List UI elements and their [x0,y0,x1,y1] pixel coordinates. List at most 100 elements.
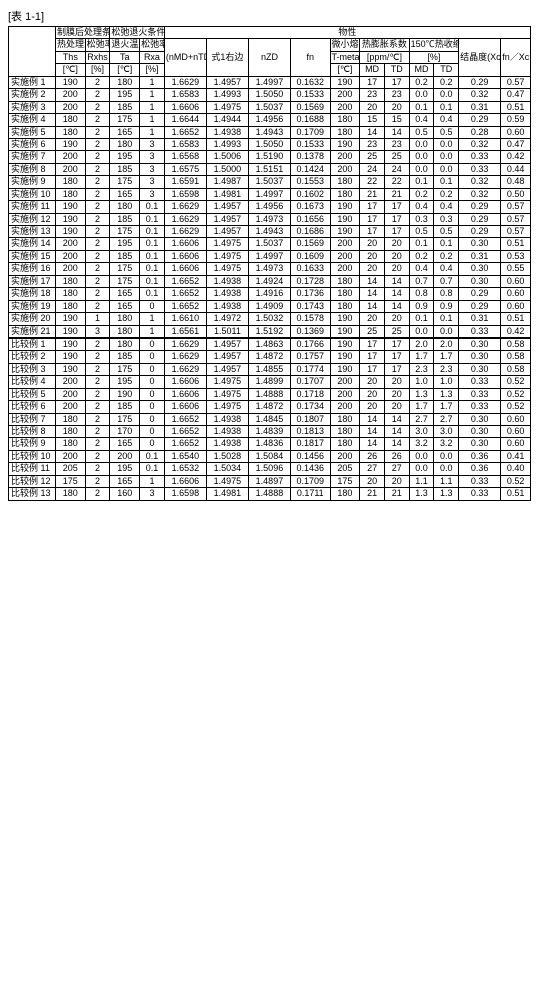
data-cell: 1.4836 [248,438,290,450]
hdr-tmeta-l1: 微小熔融峰 [330,39,360,51]
data-cell: 180 [55,438,85,450]
data-cell: 0.9 [434,300,459,312]
data-cell: 0.47 [501,89,531,101]
data-cell: 200 [330,151,360,163]
data-cell: 190 [330,213,360,225]
data-cell: 1.4997 [248,188,290,200]
data-cell: 3 [140,138,165,150]
data-cell: 170 [110,426,140,438]
data-cell: 23 [360,89,385,101]
data-cell: 1.4924 [248,275,290,287]
data-cell: 0.1378 [290,151,330,163]
hdr-rxa-l3: [%] [140,64,165,76]
data-cell: 175 [110,114,140,126]
data-cell: 0.1553 [290,176,330,188]
data-cell: 1.6583 [164,138,206,150]
data-cell: 1.6561 [164,325,206,338]
data-cell: 1.4957 [206,338,248,351]
data-cell: 1.3 [409,388,434,400]
data-cell: 21 [360,488,385,500]
data-cell: 22 [360,176,385,188]
hdr-shrink-md: MD [409,64,434,76]
data-cell: 1.0 [409,376,434,388]
row-label: 比较例 12 [9,475,56,487]
data-cell: 15 [384,114,409,126]
data-cell: 0.1766 [290,338,330,351]
data-cell: 25 [384,325,409,338]
data-cell: 3 [140,151,165,163]
data-cell: 0.2 [409,76,434,88]
data-cell: 14 [384,413,409,425]
data-cell: 2 [85,450,110,462]
data-cell: 190 [55,213,85,225]
data-cell: 185 [110,101,140,113]
table-row: 实施例 1818021650.11.66521.49381.49160.1736… [9,288,531,300]
hdr-s1r: 式1右边 [206,39,248,76]
data-cell: 1.7 [434,401,459,413]
row-label: 实施例 2 [9,89,56,101]
data-cell: 1.4997 [248,76,290,88]
data-cell: 2 [85,126,110,138]
data-cell: 0.1 [140,450,165,462]
data-cell: 1.4909 [248,300,290,312]
data-cell: 0.58 [501,363,531,375]
data-cell: 2 [85,76,110,88]
data-cell: 0.9 [409,300,434,312]
data-cell: 0.33 [459,388,501,400]
data-cell: 20 [384,250,409,262]
data-cell: 0.7 [434,275,459,287]
data-cell: 0.30 [459,238,501,250]
data-cell: 2 [85,401,110,413]
data-cell: 1.5000 [206,163,248,175]
data-cell: 0.3 [434,213,459,225]
data-cell: 0.1602 [290,188,330,200]
data-cell: 200 [330,450,360,462]
data-cell: 200 [55,89,85,101]
data-cell: 1.4938 [206,438,248,450]
row-label: 实施例 14 [9,238,56,250]
row-label: 比较例 13 [9,488,56,500]
data-cell: 0.1633 [290,263,330,275]
hdr-fnxc: fn／Xc [501,39,531,76]
data-cell: 1.4938 [206,413,248,425]
data-cell: 0.1 [140,463,165,475]
data-cell: 1 [140,114,165,126]
data-cell: 190 [55,76,85,88]
data-cell: 17 [360,351,385,363]
data-cell: 1.6598 [164,488,206,500]
data-cell: 0.30 [459,363,501,375]
data-cell: 0.8 [434,288,459,300]
data-cell: 0.33 [459,376,501,388]
data-cell: 3 [140,188,165,200]
data-cell: 200 [55,450,85,462]
data-table: 制膜后处理条件 松弛退火条件 物性 热处理温度 松弛率 退火温度 松弛率 (nM… [8,26,531,501]
hdr-ta-l3: [℃] [110,64,140,76]
data-cell: 0.32 [459,89,501,101]
data-cell: 0.1 [434,176,459,188]
row-label: 比较例 7 [9,413,56,425]
data-cell: 0.5 [409,226,434,238]
table-row: 实施例 1190218011.66291.49571.49970.1632190… [9,76,531,88]
data-cell: 1.7 [409,401,434,413]
data-cell: 1.4975 [206,388,248,400]
data-cell: 20 [360,101,385,113]
data-cell: 0.0 [434,463,459,475]
data-cell: 0.33 [459,325,501,338]
data-cell: 0.0 [434,151,459,163]
data-cell: 20 [384,475,409,487]
hdr-ths-l3: [℃] [55,64,85,76]
data-cell: 14 [384,426,409,438]
hdr-ths-l1: 热处理温度 [55,39,85,51]
data-cell: 0.57 [501,76,531,88]
table-row: 比较例 13180216031.65981.49811.48880.171118… [9,488,531,500]
data-cell: 23 [360,138,385,150]
data-cell: 2 [85,376,110,388]
data-cell: 200 [330,163,360,175]
data-cell: 1.4975 [206,376,248,388]
data-cell: 200 [330,401,360,413]
data-cell: 180 [110,313,140,325]
data-cell: 0.32 [459,138,501,150]
data-cell: 1.4863 [248,338,290,351]
data-cell: 1.4993 [206,89,248,101]
data-cell: 0.29 [459,213,501,225]
